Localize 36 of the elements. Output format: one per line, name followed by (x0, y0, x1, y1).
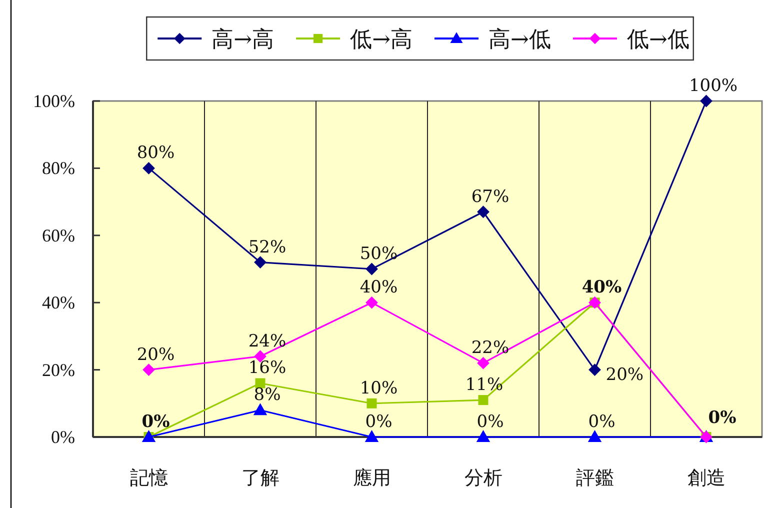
data-label: 0% (142, 412, 170, 432)
data-label: 0% (588, 412, 616, 432)
data-label: 24% (248, 331, 286, 352)
data-label: 50% (360, 244, 398, 264)
data-label: 52% (248, 237, 286, 258)
data-label: 11% (465, 375, 504, 396)
y-tick-label: 80% (42, 158, 75, 178)
data-label: 20% (606, 364, 644, 385)
data-label: 40% (582, 278, 622, 298)
y-tick-label: 60% (42, 225, 75, 246)
data-label: 16% (248, 358, 286, 378)
data-label: 20% (136, 344, 175, 365)
data-label: 0% (365, 412, 392, 432)
data-label: 22% (471, 338, 510, 358)
x-tick-label: 了解 (241, 468, 280, 489)
data-label: 0% (476, 412, 504, 432)
legend-label: 低→高 (350, 28, 412, 52)
x-tick-label: 評鑑 (576, 468, 614, 489)
y-tick-label: 40% (42, 292, 75, 313)
x-tick-label: 應用 (352, 468, 391, 489)
data-label: 67% (471, 186, 510, 207)
y-tick-label: 100% (33, 91, 75, 111)
data-label: 40% (360, 278, 398, 298)
data-label: 8% (254, 385, 281, 406)
data-label: 100% (688, 76, 738, 96)
data-label: 80% (136, 143, 175, 164)
x-tick-label: 記憶 (130, 468, 168, 489)
y-tick-label: 20% (42, 360, 75, 380)
y-tick-label: 0% (51, 427, 75, 447)
x-tick-label: 創造 (687, 468, 726, 489)
data-label: 0% (708, 408, 736, 428)
x-tick-label: 分析 (464, 468, 502, 489)
legend-label: 低→低 (626, 28, 690, 52)
legend-label: 高→高 (212, 28, 274, 52)
data-label: 10% (360, 378, 398, 398)
legend-label: 高→低 (488, 28, 551, 52)
